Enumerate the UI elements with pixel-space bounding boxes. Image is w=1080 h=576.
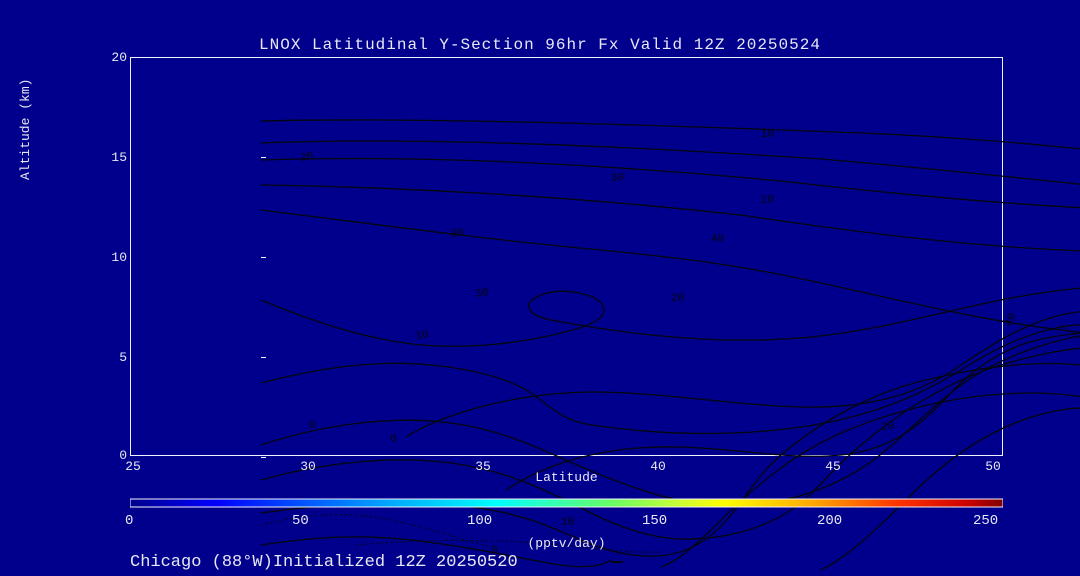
cbtick-200: 200 bbox=[817, 513, 842, 529]
colorbar bbox=[130, 497, 1003, 511]
colorbar-ticks: 0 50 100 150 200 250 bbox=[130, 513, 1003, 533]
footer-text: Chicago (88°W)Initialized 12Z 20250520 bbox=[130, 553, 518, 572]
chart-title: LNOX Latitudinal Y-Section 96hr Fx Valid… bbox=[0, 36, 1080, 54]
x-axis-label: Latitude bbox=[130, 470, 1003, 485]
svg-text:20: 20 bbox=[760, 194, 774, 207]
y-axis-label: Altitude (km) bbox=[18, 79, 33, 180]
svg-text:20: 20 bbox=[671, 293, 685, 305]
svg-text:20: 20 bbox=[299, 150, 314, 164]
cbtick-100: 100 bbox=[467, 513, 492, 529]
svg-text:40: 40 bbox=[1003, 312, 1019, 329]
chart-stage: LNOX Latitudinal Y-Section 96hr Fx Valid… bbox=[0, 0, 1080, 576]
svg-text:30: 30 bbox=[450, 227, 465, 241]
cbtick-50: 50 bbox=[292, 513, 309, 529]
plot-area: 10 20 30 20 30 40 30 20 10 40 10 0 20 10… bbox=[130, 57, 1003, 456]
ytick-20: 20 bbox=[103, 50, 127, 65]
svg-text:30: 30 bbox=[475, 287, 490, 301]
cbtick-250: 250 bbox=[973, 513, 998, 529]
contour-lines: 10 20 30 20 30 40 30 20 10 40 10 0 20 10… bbox=[261, 115, 1080, 514]
svg-text:40: 40 bbox=[711, 233, 725, 246]
svg-text:10: 10 bbox=[415, 329, 430, 343]
cbtick-0: 0 bbox=[125, 513, 133, 529]
svg-text:30: 30 bbox=[610, 172, 624, 185]
svg-text:10: 10 bbox=[761, 128, 775, 141]
ytick-15: 15 bbox=[103, 150, 127, 165]
ytick-5: 5 bbox=[103, 350, 127, 365]
colorbar-unit-label: (pptv/day) bbox=[130, 536, 1003, 551]
svg-text:0: 0 bbox=[389, 433, 398, 446]
svg-text:20: 20 bbox=[880, 421, 894, 434]
cbtick-150: 150 bbox=[642, 513, 667, 529]
svg-text:0: 0 bbox=[309, 420, 316, 432]
ytick-10: 10 bbox=[103, 250, 127, 265]
